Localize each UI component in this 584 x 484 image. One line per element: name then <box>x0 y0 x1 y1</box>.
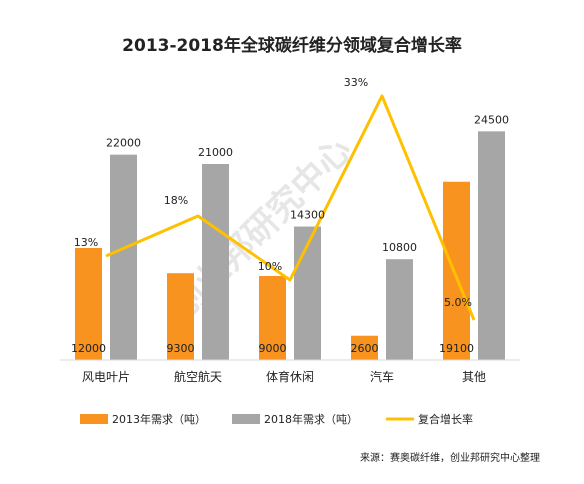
label-layer: 12000 22000 9300 21000 9000 14300 2600 10800 191… <box>71 76 509 355</box>
chart-title: 2013-2018年全球碳纤维分领域复合增长率 <box>122 35 462 56</box>
growth-rate-label: 5.0% <box>444 296 472 309</box>
bar-value-label: 10800 <box>382 241 417 254</box>
bar-2018-3 <box>386 259 413 360</box>
growth-rate-label: 10% <box>258 260 282 273</box>
bar-value-label: 12000 <box>71 342 106 355</box>
bar-value-label: 9300 <box>167 342 195 355</box>
bar-2018-0 <box>110 154 137 360</box>
category-label: 汽车 <box>370 369 394 384</box>
bar-2013-0 <box>75 248 102 360</box>
bar-layer <box>75 131 505 360</box>
growth-rate-label: 33% <box>344 76 368 89</box>
category-label: 航空航天 <box>174 369 222 384</box>
growth-rate-label: 18% <box>164 194 188 207</box>
legend-2013-label: 2013年需求（吨） <box>112 412 206 426</box>
bar-2013-4 <box>443 181 470 360</box>
legend-2013-swatch <box>80 414 108 424</box>
category-label: 体育休闲 <box>266 369 314 384</box>
category-label: 其他 <box>462 370 486 384</box>
bar-value-label: 22000 <box>106 137 141 150</box>
legend-2018-label: 2018年需求（吨） <box>264 412 358 426</box>
source-note: 来源：赛奥碳纤维，创业邦研究中心整理 <box>360 451 540 464</box>
bar-2013-1 <box>167 273 194 360</box>
line-layer <box>105 94 476 321</box>
category-labels: 风电叶片 航空航天 体育休闲 汽车 其他 <box>82 369 486 384</box>
bar-value-label: 21000 <box>198 146 233 159</box>
bar-value-label: 9000 <box>259 342 287 355</box>
bar-2018-1 <box>202 164 229 360</box>
growth-rate-label: 13% <box>74 236 98 249</box>
category-label: 风电叶片 <box>82 370 130 384</box>
bar-value-label: 19100 <box>439 342 474 355</box>
bar-value-label: 24500 <box>474 113 509 126</box>
legend-growth-label: 复合增长率 <box>418 412 473 426</box>
growth-rate-line <box>105 94 476 321</box>
legend: 2013年需求（吨） 2018年需求（吨） 复合增长率 <box>80 412 473 426</box>
bar-2013-2 <box>259 276 286 360</box>
legend-2018-swatch <box>232 414 260 424</box>
bar-2018-2 <box>294 226 321 360</box>
bar-2018-4 <box>478 131 505 360</box>
bar-value-label: 14300 <box>290 209 325 222</box>
bar-2013-3 <box>351 335 378 360</box>
bar-value-label: 2600 <box>351 342 379 355</box>
